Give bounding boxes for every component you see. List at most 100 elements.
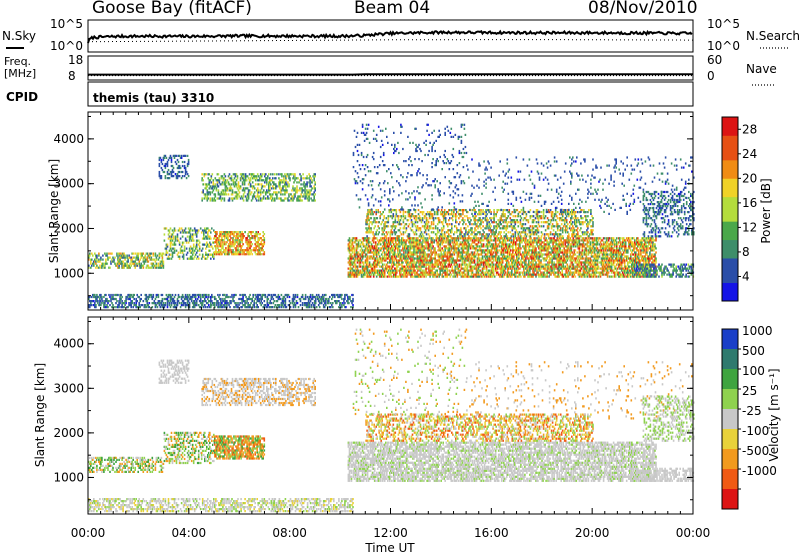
data-cell [401, 263, 403, 266]
data-cell [230, 251, 232, 254]
data-cell [162, 266, 165, 269]
data-cell [261, 249, 263, 252]
data-cell [492, 259, 495, 262]
data-cell [193, 249, 196, 252]
data-cell [526, 245, 528, 248]
data-cell [450, 273, 453, 276]
data-cell [231, 241, 233, 244]
data-cell [363, 269, 366, 272]
data-cell [222, 239, 224, 242]
data-cell [255, 253, 257, 256]
data-cell [401, 253, 403, 256]
data-cell [403, 251, 405, 254]
data-cell [195, 233, 198, 236]
data-cell [185, 177, 188, 180]
data-cell [176, 304, 179, 307]
data-cell [187, 231, 190, 234]
data-cell [331, 304, 333, 307]
data-cell [405, 257, 407, 260]
data-cell [218, 304, 220, 307]
data-cell [448, 249, 451, 252]
data-cell [91, 300, 93, 303]
data-cell [504, 239, 507, 242]
data-cell [229, 302, 231, 305]
data-cell [237, 249, 239, 252]
data-cell [241, 302, 243, 305]
data-cell [198, 241, 201, 244]
data-cell [201, 243, 204, 246]
data-cell [97, 266, 99, 269]
data-cell [176, 175, 179, 178]
data-cell [215, 235, 217, 238]
data-cell [247, 243, 249, 246]
data-cell [91, 258, 93, 261]
data-cell [526, 271, 528, 274]
data-cell [262, 306, 264, 309]
data-cell [146, 304, 149, 307]
data-cell [266, 181, 268, 184]
data-cell [135, 264, 137, 267]
data-cell [116, 293, 118, 297]
data-cell [175, 249, 178, 252]
data-cell [176, 239, 179, 242]
data-cell [193, 304, 196, 307]
data-cell [311, 302, 314, 305]
data-cell [323, 300, 326, 303]
data-cell [179, 306, 182, 309]
data-cell [314, 181, 316, 184]
data-cell [214, 241, 216, 244]
data-cell [310, 177, 312, 180]
data-cell [216, 302, 218, 305]
data-cell [186, 164, 189, 168]
data-cell [152, 302, 155, 305]
data-cell [150, 258, 153, 261]
data-cell [274, 293, 277, 297]
data-cell [383, 271, 386, 274]
data-cell [233, 300, 235, 303]
data-cell [162, 260, 165, 263]
data-cell [351, 302, 353, 305]
data-cell [254, 251, 256, 254]
data-cell [194, 231, 197, 234]
data-cell [142, 260, 145, 263]
data-cell [378, 241, 381, 244]
data-cell [314, 183, 316, 186]
data-cell [233, 245, 235, 248]
data-cell [469, 239, 472, 242]
data-cell [269, 181, 271, 184]
data-cell [471, 239, 474, 242]
data-cell [288, 185, 290, 188]
data-cell [270, 302, 273, 305]
data-cell [237, 239, 239, 242]
data-cell [445, 261, 448, 264]
data-cell [239, 241, 241, 244]
data-cell [396, 271, 398, 274]
data-cell [286, 173, 288, 176]
data-cell [480, 259, 483, 262]
data-cell [356, 253, 359, 256]
data-cell [152, 252, 155, 255]
data-cell [255, 199, 258, 202]
data-cell [212, 241, 214, 244]
data-cell [284, 191, 286, 194]
data-cell [225, 189, 228, 192]
data-cell [365, 243, 368, 246]
data-cell [218, 295, 220, 299]
data-cell [429, 263, 431, 266]
data-cell [438, 257, 440, 260]
data-cell [301, 295, 304, 299]
data-cell [219, 297, 221, 301]
data-cell [374, 243, 377, 246]
data-cell [311, 187, 313, 190]
data-cell [381, 267, 384, 270]
data-cell [160, 166, 163, 170]
data-cell [271, 199, 273, 202]
data-cell [257, 191, 260, 194]
data-cell [464, 261, 467, 264]
data-cell [372, 255, 375, 258]
data-cell [226, 304, 228, 307]
data-cell [256, 253, 258, 256]
data-cell [475, 265, 478, 268]
data-cell [308, 197, 310, 200]
data-cell [142, 266, 145, 269]
